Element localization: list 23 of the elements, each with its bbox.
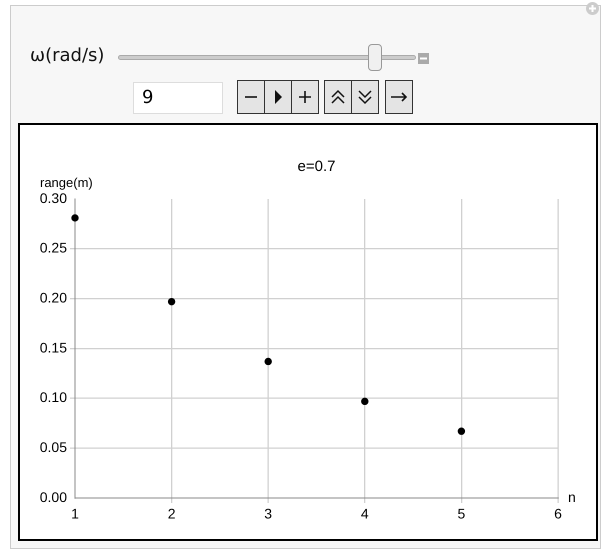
x-tick-label: 3 bbox=[264, 505, 272, 522]
y-tick-label: 0.10 bbox=[40, 389, 68, 406]
point bbox=[71, 214, 79, 222]
y-tick-label: 0.15 bbox=[40, 339, 68, 356]
y-tick-label: 0.25 bbox=[40, 240, 68, 256]
y-tick-label: 0.20 bbox=[40, 290, 68, 306]
x-tick-label: 1 bbox=[71, 505, 80, 522]
y-tick-label: 0.05 bbox=[40, 439, 68, 456]
point bbox=[168, 298, 176, 306]
x-tick-label: 5 bbox=[458, 505, 466, 522]
x-tick-label: 4 bbox=[360, 505, 369, 522]
text: ω(rad/s) bbox=[30, 45, 104, 66]
x-tick-label: 2 bbox=[168, 505, 176, 522]
y-tick-label: 0.30 bbox=[40, 190, 68, 206]
point bbox=[458, 428, 466, 435]
x-axis-title: n bbox=[568, 489, 576, 505]
point bbox=[361, 398, 368, 406]
x-tick-label: 6 bbox=[554, 505, 562, 522]
y-axis-title: range(m) bbox=[40, 175, 93, 190]
y-tick-label: 0.00 bbox=[40, 488, 68, 505]
point bbox=[264, 358, 272, 366]
chart-title: e=0.7 bbox=[298, 158, 336, 175]
text-field: 9 bbox=[133, 82, 223, 114]
